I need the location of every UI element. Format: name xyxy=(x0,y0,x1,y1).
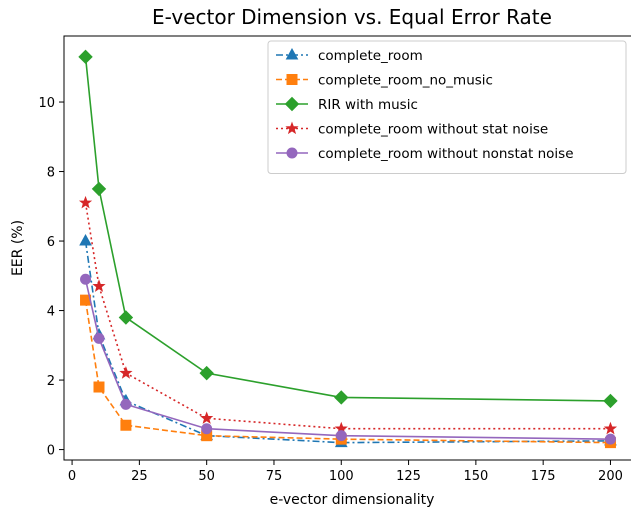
data-point xyxy=(604,433,616,445)
data-point xyxy=(201,423,213,435)
y-tick-label: 10 xyxy=(38,96,55,111)
legend-marker xyxy=(284,96,300,112)
data-point xyxy=(120,419,132,431)
data-point xyxy=(119,366,133,379)
data-point xyxy=(120,398,132,410)
legend-label: complete_room without nonstat noise xyxy=(318,146,574,162)
y-tick-label: 6 xyxy=(47,235,55,250)
legend-label: complete_room_no_music xyxy=(318,73,493,89)
x-tick-label: 75 xyxy=(266,469,283,484)
y-axis-ticks: 0 2 4 6 8 10 xyxy=(38,96,64,459)
data-point xyxy=(603,421,618,435)
series-5 xyxy=(80,273,616,445)
series-line xyxy=(84,202,611,430)
legend-item: complete_room xyxy=(276,47,423,64)
chart-title: E-vector Dimension vs. Equal Error Rate xyxy=(152,5,552,29)
x-tick-label: 0 xyxy=(68,469,76,484)
x-axis-label: e-vector dimensionality xyxy=(270,492,435,508)
y-axis-label: EER (%) xyxy=(10,220,26,276)
data-point xyxy=(79,234,92,246)
series-line xyxy=(84,279,611,440)
y-tick-label: 2 xyxy=(47,374,55,389)
legend-label: RIR with music xyxy=(318,97,418,113)
y-tick-label: 0 xyxy=(47,444,55,459)
legend-marker xyxy=(286,74,298,85)
data-point xyxy=(199,365,214,381)
x-tick-label: 150 xyxy=(463,469,488,484)
legend-box xyxy=(267,40,627,174)
data-point xyxy=(93,332,105,344)
x-tick-label: 175 xyxy=(531,469,556,484)
legend-item: complete_room without stat noise xyxy=(276,122,548,138)
series-line xyxy=(84,240,611,444)
legend-item: complete_room without nonstat noise xyxy=(276,146,574,162)
x-tick-label: 100 xyxy=(329,469,354,484)
data-point xyxy=(80,273,92,285)
legend-label: complete_room without stat noise xyxy=(318,122,548,138)
y-tick-label: 4 xyxy=(47,305,55,320)
x-tick-label: 125 xyxy=(396,469,421,484)
plot-area: 0 25 50 75 100 125 150 175 200 0 2 4 6 8 10 xyxy=(38,35,631,484)
plot-frame xyxy=(63,35,631,461)
legend-marker xyxy=(285,121,299,135)
x-axis-ticks: 0 25 50 75 100 125 150 175 200 xyxy=(68,460,623,484)
x-tick-label: 200 xyxy=(598,469,623,484)
series-layer xyxy=(78,49,618,449)
legend: complete_room complete_room_no_music RIR w… xyxy=(267,40,627,174)
series-4 xyxy=(78,195,618,435)
y-tick-label: 8 xyxy=(47,166,55,181)
data-point xyxy=(118,310,134,325)
x-tick-label: 50 xyxy=(198,469,215,484)
legend-item: RIR with music xyxy=(276,96,418,113)
legend-marker xyxy=(286,147,298,159)
data-point xyxy=(78,195,93,209)
x-tick-label: 25 xyxy=(131,469,148,484)
series-2 xyxy=(80,294,616,449)
data-point xyxy=(335,430,347,442)
series-3 xyxy=(78,49,618,409)
data-point xyxy=(93,381,105,393)
series-line xyxy=(84,56,611,402)
legend-item: complete_room_no_music xyxy=(276,73,493,89)
series-line xyxy=(84,300,611,444)
data-point xyxy=(92,279,106,292)
data-point xyxy=(200,411,214,424)
legend-marker xyxy=(285,47,299,60)
data-point xyxy=(78,49,93,65)
data-point xyxy=(334,390,349,405)
data-point xyxy=(91,181,107,197)
data-point xyxy=(603,393,618,409)
legend-label: complete_room xyxy=(318,48,423,64)
